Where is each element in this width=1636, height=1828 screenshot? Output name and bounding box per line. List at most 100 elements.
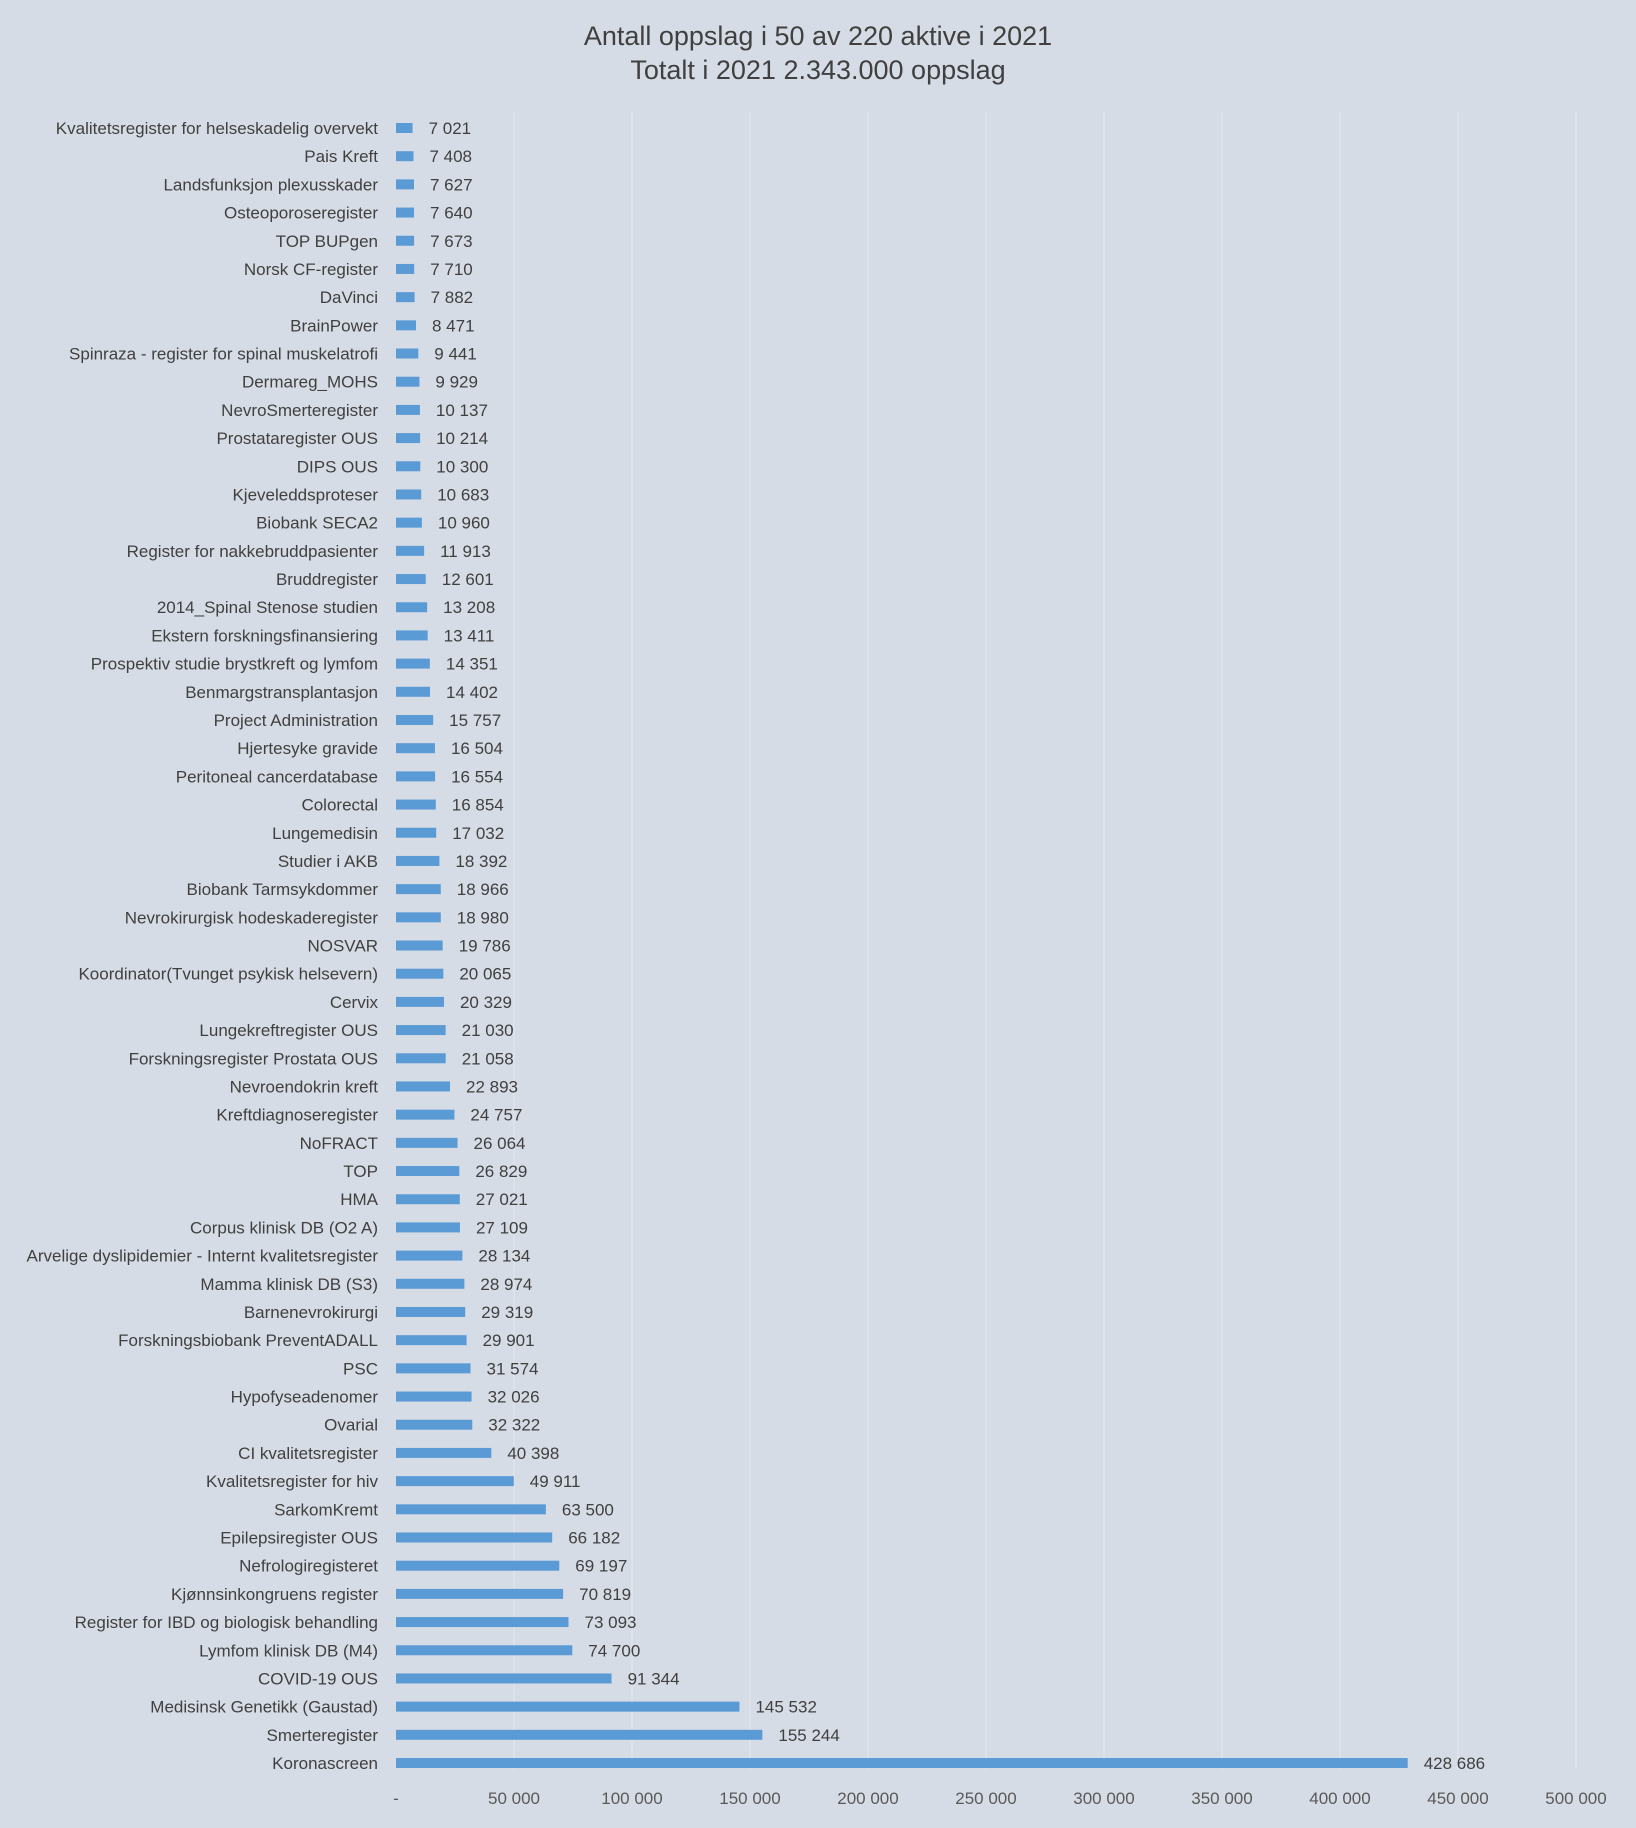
data-label: 27 109 bbox=[476, 1218, 528, 1237]
bar bbox=[396, 1419, 473, 1430]
data-label: 91 344 bbox=[628, 1669, 680, 1688]
category-label: Epilepsiregister OUS bbox=[220, 1529, 378, 1548]
data-label: 16 504 bbox=[451, 739, 503, 758]
data-label: 7 021 bbox=[429, 119, 472, 138]
data-label: 20 329 bbox=[460, 993, 512, 1012]
category-label: Peritoneal cancerdatabase bbox=[176, 767, 378, 786]
bar bbox=[396, 348, 419, 359]
bar bbox=[396, 207, 415, 218]
data-label: 10 960 bbox=[438, 514, 490, 533]
data-label: 9 929 bbox=[435, 373, 478, 392]
category-label: Hjertesyke gravide bbox=[237, 739, 378, 758]
data-label: 7 627 bbox=[430, 175, 473, 194]
category-label: Biobank SECA2 bbox=[256, 514, 378, 533]
data-label: 10 300 bbox=[436, 457, 488, 476]
x-tick-label: 450 000 bbox=[1427, 1789, 1488, 1808]
category-label: Arvelige dyslipidemier - Internt kvalite… bbox=[27, 1247, 379, 1266]
bar bbox=[396, 1222, 460, 1233]
bar bbox=[396, 376, 420, 387]
data-label: 31 574 bbox=[487, 1359, 539, 1378]
bar bbox=[396, 1025, 446, 1036]
category-label: Prostataregister OUS bbox=[216, 429, 378, 448]
bar bbox=[396, 686, 430, 697]
category-label: Barnenevrokirurgi bbox=[244, 1303, 378, 1322]
bar bbox=[396, 1617, 569, 1628]
bar bbox=[396, 1053, 446, 1064]
data-label: 13 411 bbox=[444, 626, 495, 645]
data-label: 66 182 bbox=[568, 1529, 620, 1548]
bar bbox=[396, 1701, 740, 1712]
bar bbox=[396, 940, 443, 951]
bar bbox=[396, 1363, 471, 1374]
category-label: Bruddregister bbox=[276, 570, 378, 589]
data-label: 18 966 bbox=[457, 880, 509, 899]
bar bbox=[396, 517, 422, 528]
data-label: 10 683 bbox=[437, 485, 489, 504]
x-tick-label: 400 000 bbox=[1309, 1789, 1370, 1808]
data-label: 17 032 bbox=[452, 824, 504, 843]
bar bbox=[396, 1532, 553, 1543]
x-tick-label: 300 000 bbox=[1073, 1789, 1134, 1808]
data-label: 32 322 bbox=[488, 1416, 540, 1435]
category-label: Osteoporoseregister bbox=[224, 204, 378, 223]
category-label: Register for IBD og biologisk behandling bbox=[75, 1613, 378, 1632]
category-label: Biobank Tarmsykdommer bbox=[187, 880, 379, 899]
data-label: 29 319 bbox=[481, 1303, 533, 1322]
bar bbox=[396, 320, 416, 331]
data-label: 26 829 bbox=[475, 1162, 527, 1181]
chart-title-line-1: Antall oppslag i 50 av 220 aktive i 2021 bbox=[584, 21, 1052, 51]
bar bbox=[396, 1645, 573, 1656]
bar bbox=[396, 1081, 451, 1092]
data-label: 13 208 bbox=[443, 598, 495, 617]
bar bbox=[396, 235, 415, 246]
category-label: Koordinator(Tvunget psykisk helsevern) bbox=[78, 965, 378, 984]
category-label: Project Administration bbox=[214, 711, 378, 730]
data-label: 18 392 bbox=[455, 852, 507, 871]
data-label: 14 351 bbox=[446, 655, 498, 674]
category-label: TOP bbox=[343, 1162, 378, 1181]
data-label: 7 673 bbox=[430, 232, 473, 251]
bar bbox=[396, 658, 430, 669]
bar bbox=[396, 1335, 467, 1346]
bar bbox=[396, 433, 421, 444]
category-label: Lungekreftregister OUS bbox=[199, 1021, 378, 1040]
data-label: 15 757 bbox=[449, 711, 501, 730]
bar bbox=[396, 545, 425, 556]
bar bbox=[396, 1504, 546, 1515]
bar bbox=[396, 1391, 472, 1402]
bar bbox=[396, 489, 422, 500]
bar bbox=[396, 1278, 465, 1289]
data-label: 8 471 bbox=[432, 316, 475, 335]
data-label: 26 064 bbox=[474, 1134, 526, 1153]
bar bbox=[396, 404, 420, 415]
data-label: 14 402 bbox=[446, 683, 498, 702]
bar bbox=[396, 1306, 466, 1317]
bars bbox=[396, 123, 1408, 1769]
bar bbox=[396, 179, 414, 190]
data-label: 11 913 bbox=[440, 542, 491, 561]
data-label: 10 137 bbox=[436, 401, 488, 420]
data-label: 73 093 bbox=[584, 1613, 636, 1632]
category-labels: Kvalitetsregister for helseskadelig over… bbox=[27, 119, 379, 1773]
data-label: 7 882 bbox=[431, 288, 474, 307]
category-label: Mamma klinisk DB (S3) bbox=[200, 1275, 378, 1294]
category-label: Cervix bbox=[330, 993, 379, 1012]
x-tick-label: - bbox=[393, 1789, 399, 1808]
data-label: 7 408 bbox=[429, 147, 472, 166]
data-label: 145 532 bbox=[755, 1698, 816, 1717]
category-label: NOSVAR bbox=[307, 937, 378, 956]
data-label: 16 554 bbox=[451, 767, 503, 786]
category-label: NevroSmerteregister bbox=[221, 401, 378, 420]
data-label: 155 244 bbox=[778, 1726, 839, 1745]
data-label: 21 030 bbox=[462, 1021, 514, 1040]
data-label: 20 065 bbox=[459, 965, 511, 984]
bar bbox=[396, 1250, 463, 1261]
data-label: 428 686 bbox=[1424, 1754, 1485, 1773]
data-label: 29 901 bbox=[483, 1331, 535, 1350]
bar bbox=[396, 855, 440, 866]
category-label: Prospektiv studie brystkreft og lymfom bbox=[91, 655, 378, 674]
category-label: PSC bbox=[343, 1359, 378, 1378]
